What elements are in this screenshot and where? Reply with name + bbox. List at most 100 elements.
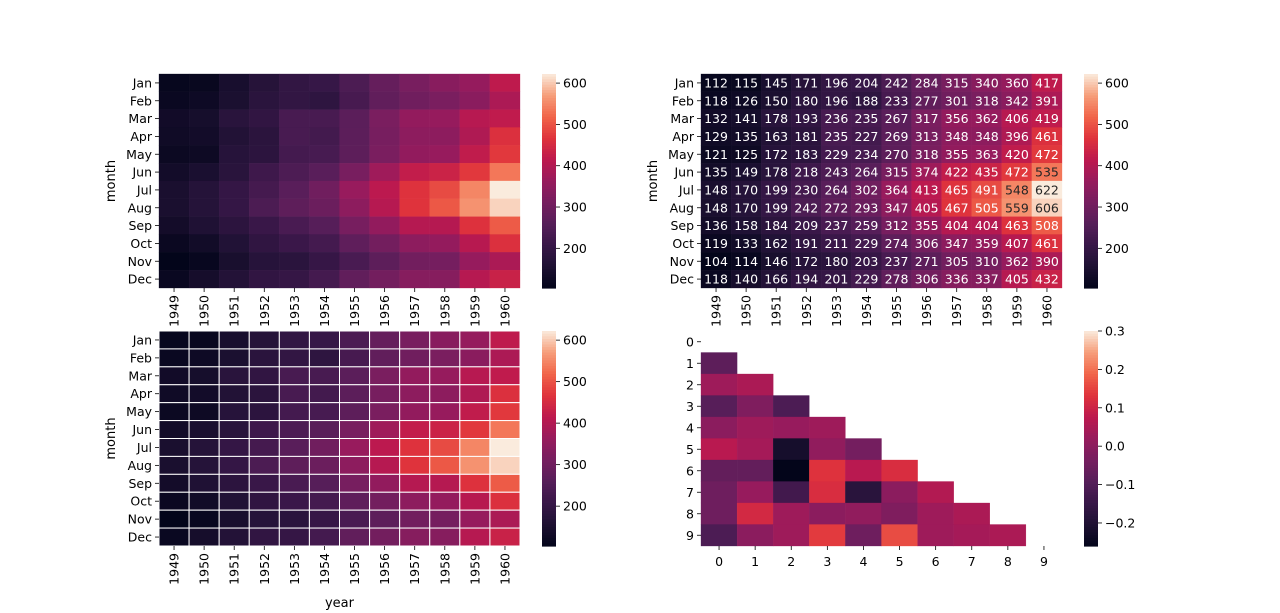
heatmap-cell bbox=[308, 527, 340, 547]
heatmap-cell bbox=[248, 366, 280, 386]
heatmap-cell bbox=[219, 109, 250, 128]
heatmap-cell bbox=[339, 438, 371, 457]
y-tick-label: 8 bbox=[686, 506, 694, 521]
cell-annotation: 178 bbox=[764, 165, 788, 180]
colorbar-tick-label: 500 bbox=[563, 117, 587, 132]
heatmap-cell bbox=[809, 459, 846, 482]
heatmap-cell bbox=[219, 127, 250, 146]
heatmap-cell bbox=[188, 252, 220, 271]
x-tick-label: 8 bbox=[1004, 554, 1012, 569]
heatmap-cell bbox=[881, 459, 918, 482]
colorbar-segment bbox=[1084, 398, 1098, 402]
x-tick-label: 1950 bbox=[197, 295, 212, 327]
cell-annotation: 133 bbox=[734, 236, 758, 251]
y-tick-label: 3 bbox=[686, 399, 694, 414]
colorbar-segment bbox=[542, 218, 556, 222]
x-axis-label: year bbox=[325, 596, 355, 611]
x-tick-label: 1952 bbox=[799, 295, 814, 327]
cell-annotation: 274 bbox=[885, 236, 909, 251]
colorbar-segment bbox=[542, 535, 556, 539]
colorbar-segment bbox=[1084, 529, 1098, 534]
heatmap-cell bbox=[249, 163, 280, 182]
cell-annotation: 135 bbox=[734, 129, 758, 144]
colorbar-segment bbox=[542, 162, 556, 166]
cell-annotation: 170 bbox=[734, 182, 758, 197]
colorbar-tick-label: 500 bbox=[563, 374, 587, 389]
cell-annotation: 305 bbox=[945, 254, 969, 269]
heatmap-cell bbox=[188, 91, 220, 110]
colorbar-segment bbox=[1084, 451, 1098, 456]
x-tick-label: 1951 bbox=[227, 553, 242, 585]
colorbar-segment bbox=[1084, 114, 1098, 118]
cell-annotation: 237 bbox=[824, 218, 848, 233]
heatmap-cell bbox=[429, 402, 461, 422]
heatmap-cell bbox=[279, 163, 310, 182]
heatmap-cell bbox=[339, 420, 371, 440]
heatmap-cell bbox=[845, 438, 882, 461]
colorbar-segment bbox=[1084, 384, 1098, 389]
colorbar-segment bbox=[1084, 473, 1098, 477]
cell-annotation: 272 bbox=[824, 200, 848, 215]
colorbar-segment bbox=[1084, 484, 1098, 488]
cell-annotation: 201 bbox=[824, 272, 848, 287]
y-tick-label: 5 bbox=[686, 442, 694, 457]
colorbar-segment bbox=[542, 357, 556, 362]
heatmap-cell bbox=[188, 509, 220, 529]
colorbar-segment bbox=[542, 537, 556, 542]
heatmap-cell bbox=[917, 502, 954, 525]
cell-annotation: 242 bbox=[794, 200, 818, 215]
heatmap-cell bbox=[429, 270, 460, 289]
colorbar-segment bbox=[1084, 167, 1098, 171]
colorbar-segment bbox=[542, 387, 556, 391]
heatmap-cell bbox=[399, 163, 430, 182]
colorbar-segment bbox=[1084, 138, 1098, 142]
cell-annotation: 271 bbox=[915, 254, 939, 269]
heatmap-cell bbox=[188, 491, 220, 511]
heatmap-cell bbox=[339, 473, 371, 493]
heatmap-cell bbox=[158, 384, 190, 404]
heatmap-cell bbox=[218, 473, 250, 493]
colorbar-segment bbox=[1084, 419, 1098, 423]
colorbar-segment bbox=[542, 486, 556, 491]
heatmap-cell bbox=[188, 127, 220, 146]
x-tick-label: 1955 bbox=[347, 553, 362, 585]
heatmap-cell bbox=[953, 524, 990, 547]
x-tick-label: 1950 bbox=[197, 553, 212, 585]
heatmap-cell bbox=[249, 145, 280, 164]
y-axis-label: month bbox=[104, 417, 119, 459]
heatmap-cell bbox=[399, 73, 430, 92]
colorbar-segment bbox=[542, 151, 556, 155]
colorbar-segment bbox=[1084, 460, 1098, 464]
colorbar-segment bbox=[1084, 271, 1098, 276]
colorbar-segment bbox=[1084, 279, 1098, 284]
cell-annotation: 318 bbox=[915, 147, 939, 162]
heatmap-cell bbox=[773, 481, 810, 504]
colorbar-segment bbox=[1084, 443, 1098, 448]
colorbar-segment bbox=[1084, 425, 1098, 429]
cell-annotation: 171 bbox=[794, 75, 818, 90]
heatmap-cell bbox=[369, 109, 400, 128]
cell-annotation: 145 bbox=[764, 75, 788, 90]
heatmap-cell bbox=[308, 491, 340, 511]
heatmap-cell bbox=[188, 455, 220, 475]
heatmap-cell bbox=[249, 91, 280, 110]
colorbar-segment bbox=[542, 449, 556, 453]
x-tick-label: 1954 bbox=[859, 295, 874, 327]
cell-annotation: 199 bbox=[764, 182, 788, 197]
x-tick-label: 1951 bbox=[769, 295, 784, 327]
colorbar-segment bbox=[1084, 277, 1098, 281]
colorbar-tick-label: −0.2 bbox=[1105, 515, 1135, 530]
cell-annotation: 406 bbox=[1005, 111, 1029, 126]
heatmap-cell bbox=[459, 145, 491, 164]
colorbar-segment bbox=[1084, 242, 1098, 246]
colorbar-segment bbox=[542, 457, 556, 461]
heatmap-cell bbox=[489, 270, 521, 289]
cell-annotation: 347 bbox=[945, 236, 969, 251]
colorbar-segment bbox=[1084, 465, 1098, 469]
colorbar-segment bbox=[1084, 390, 1098, 394]
heatmap-cell bbox=[881, 524, 918, 547]
heatmap-cell bbox=[489, 198, 521, 217]
heatmap-cell bbox=[309, 163, 340, 182]
heatmap-cell bbox=[248, 527, 280, 547]
heatmap-cell bbox=[399, 330, 431, 350]
